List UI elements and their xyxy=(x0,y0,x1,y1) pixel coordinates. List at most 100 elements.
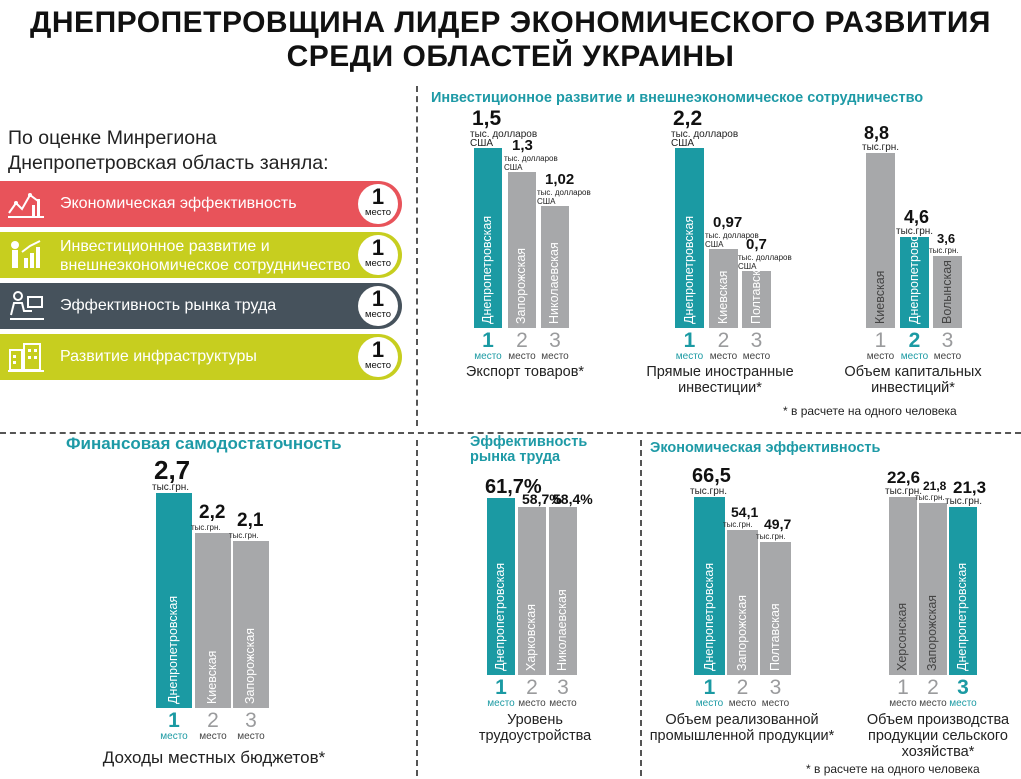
bar-label: Киевская xyxy=(205,650,219,704)
value-label: 2,2 xyxy=(673,107,703,130)
bar-label: Киевская xyxy=(715,270,730,324)
rank-number: 1 xyxy=(482,329,494,352)
bar-label: Киевская xyxy=(872,270,887,324)
rank-word: место xyxy=(160,731,188,742)
value-label: 58,7% xyxy=(522,491,562,507)
place-word: место xyxy=(364,258,392,269)
bar-Николаевская xyxy=(549,507,577,675)
value-label: 22,6 xyxy=(887,468,921,487)
bar-label: Запорожская xyxy=(925,594,939,671)
rank-number: 1 xyxy=(703,676,716,699)
bar-Запорожская xyxy=(919,503,947,675)
buildings-icon xyxy=(6,340,46,374)
value-label: 3,6 xyxy=(937,231,956,246)
rank-number: 2 xyxy=(207,709,219,732)
value-label: 4,6 xyxy=(904,207,930,227)
bar-label: Днепропетровская xyxy=(955,562,969,671)
growth-chart-person-icon xyxy=(6,238,46,272)
place-medal: 1 место xyxy=(358,184,398,224)
bar-Киевская xyxy=(195,533,231,708)
ranking-badge: Эффективность рынка труда 1 место xyxy=(0,283,402,329)
ranking-badge-label-line-1: Инвестиционное развитие и xyxy=(60,238,270,255)
rank-number: 1 xyxy=(683,329,696,352)
place-word: место xyxy=(364,207,392,218)
place-medal: 1 место xyxy=(358,235,398,275)
bar-label: Днепропетровская xyxy=(701,562,716,671)
rank-number: 2 xyxy=(927,676,939,699)
rank-label: 1 место xyxy=(669,330,710,362)
bar-label: Днепропетровская xyxy=(493,562,507,671)
value-label: 1,5 xyxy=(472,107,502,130)
rank-label: 3 место xyxy=(927,330,968,362)
bar-Днепропетровская xyxy=(156,493,192,708)
bar-Запорожская xyxy=(727,530,758,675)
rank-number: 2 xyxy=(908,329,921,352)
bar-Запорожская xyxy=(508,172,536,328)
unit-label: тыс. долларов США xyxy=(537,188,591,206)
rank-label: 1 место xyxy=(150,710,198,742)
rank-label: 1 место xyxy=(468,330,508,362)
value-label: 21,8 xyxy=(923,479,947,493)
ranking-badge: Экономическая эффективность 1 место xyxy=(0,181,402,227)
rank-number: 1 xyxy=(874,329,887,352)
chart-caption: Экспорт товаров* xyxy=(465,364,585,380)
rank-label: 3 место xyxy=(543,677,583,709)
page-title-line-2: СРЕДИ ОБЛАСТЕЙ УКРАИНЫ xyxy=(286,40,735,73)
unit-label: тыс.грн. xyxy=(152,482,190,493)
rank-label: 2 место xyxy=(189,710,237,742)
place-medal: 1 место xyxy=(358,337,398,377)
unit-label: тыс.грн. xyxy=(756,532,786,541)
bar-label: Херсонская xyxy=(895,602,909,671)
rank-word: место xyxy=(518,698,546,709)
unit-label: тыс.грн. xyxy=(896,226,934,237)
rank-number: 3 xyxy=(549,329,561,352)
rank-word: место xyxy=(474,351,502,362)
rank-number: 1 xyxy=(897,676,909,699)
chart-caption: Объем реализованной промышленной продукц… xyxy=(649,712,835,744)
rank-number: 3 xyxy=(769,676,782,699)
unit-label: тыс.грн. xyxy=(229,531,259,540)
unit-label: тыс.грн. xyxy=(915,493,945,502)
rank-word: место xyxy=(508,351,536,362)
section-title-investment: Инвестиционное развитие и внешнеэкономич… xyxy=(431,90,924,106)
section-title-finance: Финансовая самодостаточность xyxy=(66,434,342,453)
bar-Киевская xyxy=(709,249,738,328)
rank-word: место xyxy=(900,351,929,362)
rank-label: 2 место xyxy=(894,330,935,362)
bar-label: Днепропетровская xyxy=(166,595,180,704)
ranking-badge-label: Экономическая эффективность xyxy=(60,195,297,212)
rank-label: 1 место xyxy=(688,677,731,709)
rank-word: место xyxy=(919,698,947,709)
bar-Херсонская xyxy=(889,497,917,675)
value-label: 8,8 xyxy=(864,123,890,143)
rank-label: 3 место xyxy=(754,677,797,709)
rank-label: 2 место xyxy=(913,677,953,709)
bar-Днепропетровская xyxy=(675,148,704,328)
rank-word: место xyxy=(237,731,265,742)
place-number: 1 xyxy=(371,337,385,362)
rank-number: 2 xyxy=(736,676,749,699)
rank-word: место xyxy=(933,351,962,362)
rank-number: 2 xyxy=(526,676,538,699)
bar-Днепропетровская xyxy=(694,497,725,675)
rank-label: 2 место xyxy=(721,677,764,709)
page-title-line-1: ДНЕПРОПЕТРОВЩИНА ЛИДЕР ЭКОНОМИЧЕСКОГО РА… xyxy=(30,6,991,39)
bar-label: Днепропетровская xyxy=(480,215,494,324)
chart-caption: Прямые иностранные инвестиции* xyxy=(646,364,794,396)
divider-vertical-bottom-right xyxy=(640,440,642,776)
rank-word: место xyxy=(549,698,577,709)
unit-label: тыс. долларов США xyxy=(470,129,538,149)
rank-number: 2 xyxy=(516,329,528,352)
bar-Николаевская xyxy=(541,206,569,328)
unit-label: тыс. долларов США xyxy=(705,231,759,249)
value-label: 54,1 xyxy=(731,504,759,520)
divider-vertical-top xyxy=(416,86,418,426)
rank-label: 1 место xyxy=(860,330,901,362)
bar-label: Николаевская xyxy=(547,242,561,324)
bar-label: Николаевская xyxy=(555,589,569,671)
bar-Днепропетровская xyxy=(900,237,929,328)
chart-caption: Доходы местных бюджетов* xyxy=(102,748,326,767)
rank-label: 1 место xyxy=(883,677,923,709)
value-label: 1,02 xyxy=(545,171,575,188)
rank-word: место xyxy=(541,351,569,362)
